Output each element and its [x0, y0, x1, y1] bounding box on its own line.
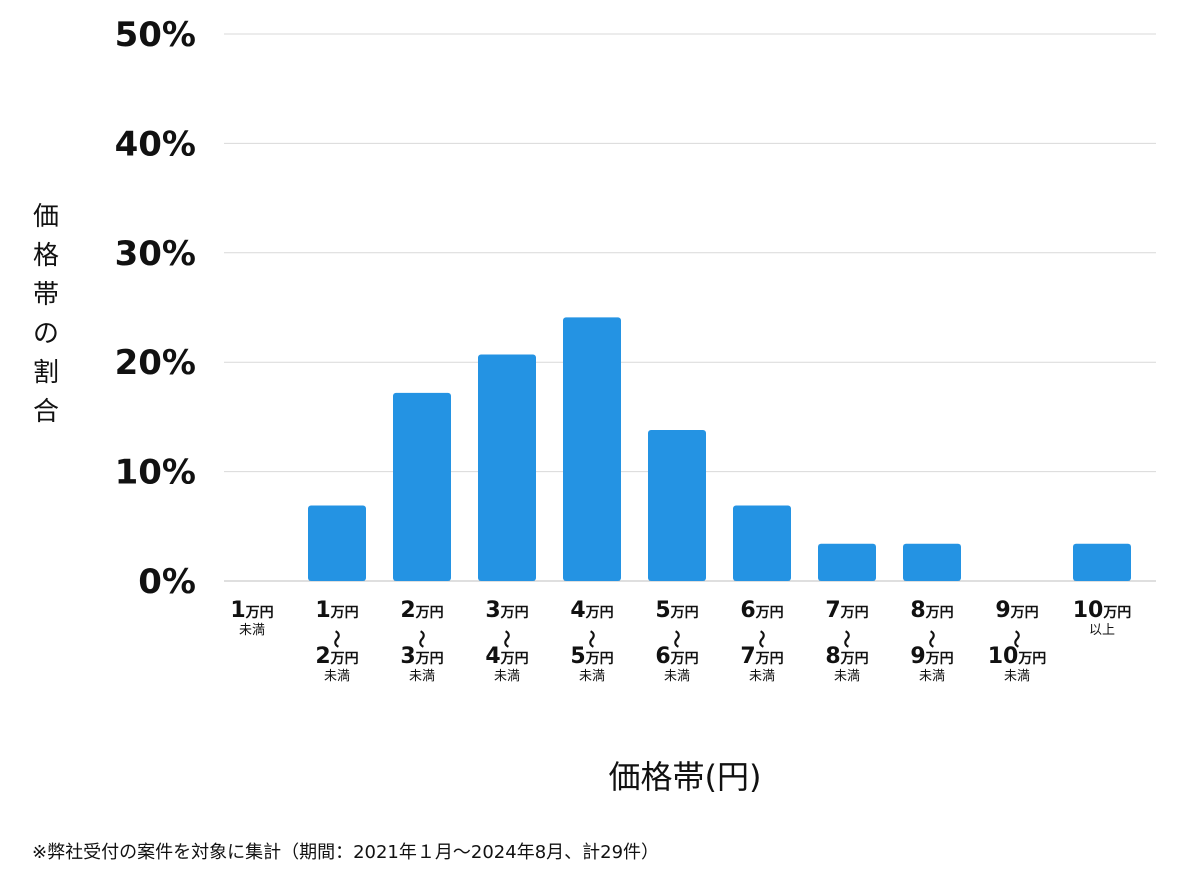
bar	[478, 354, 536, 581]
y-tick-label: 0%	[138, 562, 196, 602]
y-tick-label: 50%	[115, 15, 196, 55]
y-tick-label: 20%	[115, 343, 196, 383]
x-tick-label-value: 10万円	[1073, 598, 1132, 623]
x-tick-label-qualifier: 未満	[494, 669, 520, 684]
x-tick-label-qualifier: 未満	[1004, 669, 1030, 684]
x-tick-label-qualifier: 未満	[919, 669, 945, 684]
x-tick-label-value: 4万円	[485, 644, 528, 669]
x-tick-label-qualifier: 未満	[664, 669, 690, 684]
x-tick-label-range-mark: 〜	[495, 630, 516, 648]
bar	[648, 430, 706, 581]
x-tick-label-value: 6万円	[655, 644, 698, 669]
x-tick-label-value: 8万円	[910, 598, 953, 623]
x-tick-label-value: 9万円	[910, 644, 953, 669]
x-tick-label-range-mark: 〜	[325, 630, 346, 648]
bar	[563, 317, 621, 581]
x-tick-label-value: 5万円	[570, 644, 613, 669]
x-tick-label-value: 1万円	[230, 598, 273, 623]
x-tick-label-range-mark: 〜	[580, 630, 601, 648]
bar	[1073, 543, 1131, 581]
x-tick-label-range-mark: 〜	[665, 630, 686, 648]
x-tick-label-value: 4万円	[570, 598, 613, 623]
y-axis-label: 価 格 帯 の 割 合	[32, 202, 59, 427]
x-tick-label-value: 7万円	[825, 598, 868, 623]
x-tick-label-value: 6万円	[740, 598, 783, 623]
x-tick-label-value: 2万円	[400, 598, 443, 623]
x-tick-label-range-mark: 〜	[750, 630, 771, 648]
x-tick-label-value: 9万円	[995, 598, 1038, 623]
x-tick-label-qualifier: 未満	[834, 669, 860, 684]
x-axis-label: 価格帯(円)	[608, 758, 762, 796]
x-tick-label-qualifier: 未満	[409, 669, 435, 684]
y-tick-label: 40%	[115, 124, 196, 164]
footnote: ※弊社受付の案件を対象に集計（期間：2021年１月〜2024年8月、計29件）	[32, 842, 660, 863]
x-tick-label-value: 5万円	[655, 598, 698, 623]
x-tick-label-qualifier: 以上	[1089, 623, 1115, 638]
y-tick-label: 30%	[115, 234, 196, 274]
x-tick-label-range-mark: 〜	[920, 630, 941, 648]
bar	[308, 505, 366, 581]
x-tick-label-range-mark: 〜	[835, 630, 856, 648]
x-tick-label-value: 1万円	[315, 598, 358, 623]
x-tick-label-qualifier: 未満	[239, 623, 265, 638]
bar	[818, 543, 876, 581]
y-tick-label: 10%	[115, 453, 196, 493]
x-tick-label-value: 3万円	[485, 598, 528, 623]
x-tick-label-value: 8万円	[825, 644, 868, 669]
x-tick-label-qualifier: 未満	[324, 669, 350, 684]
bar	[903, 543, 961, 581]
bar	[733, 505, 791, 581]
x-tick-label-value: 7万円	[740, 644, 783, 669]
x-tick-label-range-mark: 〜	[410, 630, 431, 648]
x-tick-label-qualifier: 未満	[579, 669, 605, 684]
bar	[393, 392, 451, 581]
x-tick-label-value: 10万円	[988, 644, 1047, 669]
x-tick-label-value: 2万円	[315, 644, 358, 669]
x-tick-label-range-mark: 〜	[1005, 630, 1026, 648]
x-tick-label-qualifier: 未満	[749, 669, 775, 684]
x-tick-label-value: 3万円	[400, 644, 443, 669]
